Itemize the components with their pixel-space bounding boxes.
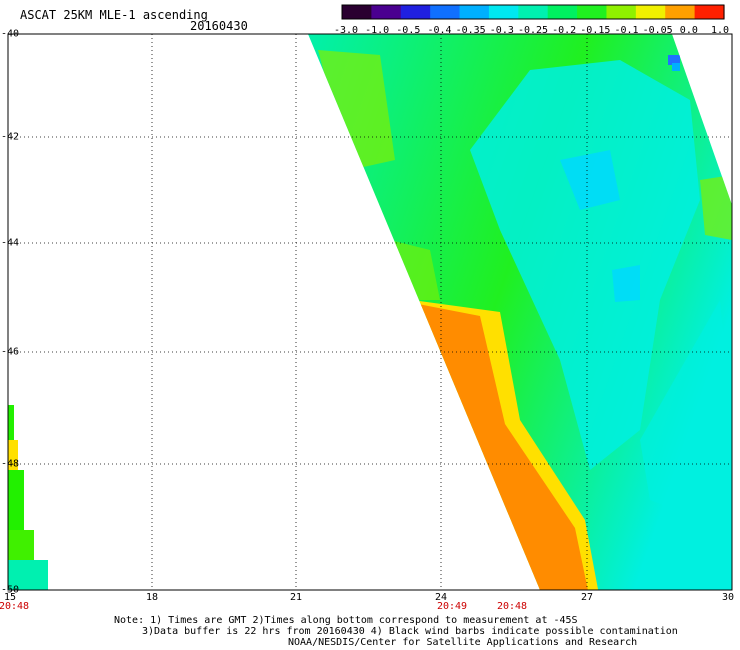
colorbar-tick-label: -3.0 [333, 25, 359, 36]
longitude-label: 24 [434, 592, 448, 603]
latitude-label: -46 [1, 346, 20, 358]
longitude-label: 15 [3, 592, 17, 603]
colorbar-tick-label: -0.15 [580, 25, 611, 36]
colorbar-tick-label: 1.0 [710, 25, 730, 36]
footer-note-line2: 3)Data buffer is 22 hrs from 20160430 4)… [142, 626, 678, 637]
colorbar-cell [430, 5, 461, 19]
colorbar-tick-label: -0.05 [642, 25, 673, 36]
colorbar-cell [577, 5, 608, 19]
map-title: ASCAT 25KM MLE-1 ascending [20, 8, 208, 22]
colorbar-frame [341, 4, 725, 20]
footer-note-line1: Note: 1) Times are GMT 2)Times along bot… [114, 615, 578, 626]
map-date: 20160430 [190, 19, 248, 33]
colorbar-cell [694, 5, 725, 19]
time-label: 20:49 [436, 601, 468, 612]
colorbar-cell [606, 5, 637, 19]
latitude-label: -50 [1, 584, 20, 596]
colorbar-cell [459, 5, 490, 19]
colorbar-tick-label: -0.2 [552, 25, 577, 36]
colorbar-tick-label: -1.0 [365, 25, 390, 36]
longitude-label: 30 [721, 592, 735, 603]
colorbar-tick-label: -0.5 [396, 25, 421, 36]
longitude-label: 21 [289, 592, 303, 603]
swath-fill [306, 34, 732, 590]
colorbar-cell [518, 5, 549, 19]
left-strip [8, 405, 48, 590]
colorbar [341, 4, 725, 20]
colorbar-cell [635, 5, 666, 19]
colorbar-tick-label: -0.25 [517, 25, 549, 36]
latitude-label: -48 [1, 458, 20, 470]
colorbar-cell [400, 5, 431, 19]
longitude-label: 27 [580, 592, 594, 603]
colorbar-cell [488, 5, 519, 19]
colorbar-cell [547, 5, 578, 19]
footer-credit: NOAA/NESDIS/Center for Satellite Applica… [288, 637, 638, 648]
colorbar-tick-label: 0.0 [679, 25, 698, 36]
colorbar-tick-label: -0.1 [614, 25, 639, 36]
colorbar-tick-label: -0.4 [427, 25, 452, 36]
latitude-label: -42 [1, 131, 20, 143]
colorbar-tick-label: -0.3 [489, 25, 514, 36]
colorbar-cell [342, 5, 372, 19]
latitude-label: -40 [1, 28, 20, 40]
colorbar-tick-label: -0.35 [455, 25, 486, 36]
time-label: 20:48 [496, 601, 528, 612]
graticule [8, 34, 732, 590]
colorbar-cell [371, 5, 402, 19]
time-label: 20:48 [0, 601, 30, 612]
latitude-label: -44 [1, 237, 20, 249]
map-frame [7, 33, 733, 591]
longitude-label: 18 [145, 592, 159, 603]
colorbar-cell [665, 5, 696, 19]
